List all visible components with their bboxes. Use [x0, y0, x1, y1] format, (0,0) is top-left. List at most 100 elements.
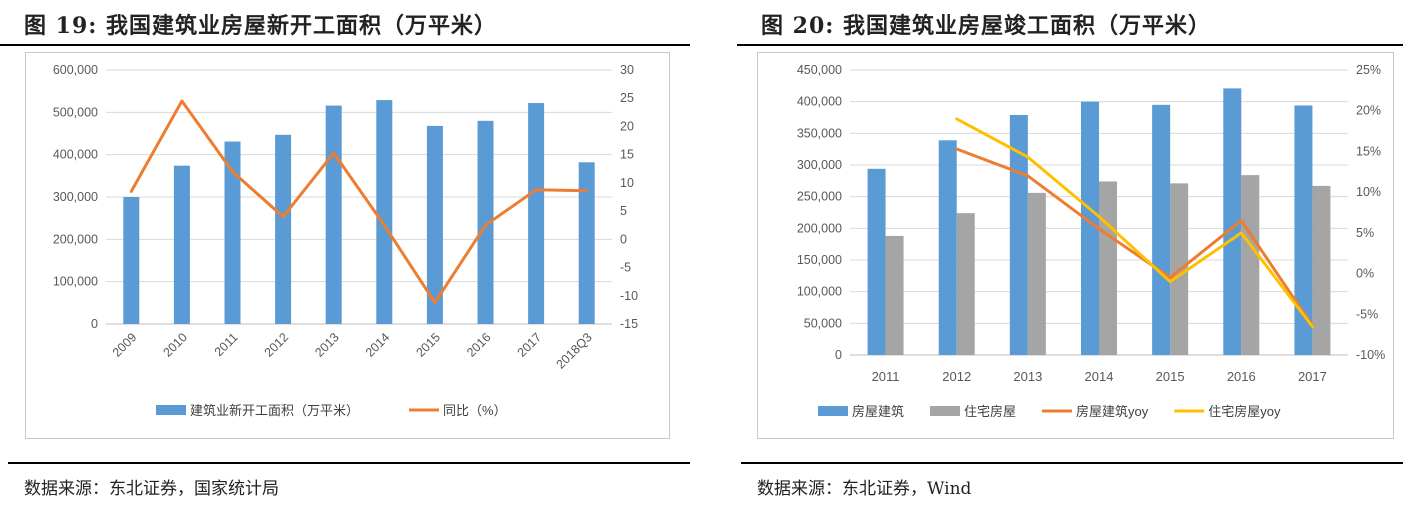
fig20-bar-primary [1294, 105, 1313, 355]
fig19-bar-primary [173, 165, 190, 324]
fig19-x-tick-label: 2016 [464, 330, 494, 360]
fig20-y-tick-label: 200,000 [797, 221, 842, 235]
fig20-bar-primary [1223, 88, 1242, 355]
fig19-legend-label: 建筑业新开工面积（万平米） [190, 403, 359, 418]
fig19-y2-tick-label: 10 [620, 176, 634, 190]
fig20-y-tick-label: 350,000 [797, 126, 842, 140]
fig19-bar-primary [578, 162, 595, 324]
fig20-y2-tick-label: 25% [1356, 63, 1381, 77]
fig19-legend-swatch [156, 405, 186, 415]
fig20-line-series-2 [955, 117, 1314, 328]
fig19-bar-primary [426, 125, 443, 324]
fig20-y-tick-label: 300,000 [797, 158, 842, 172]
fig19-x-tick-label: 2009 [110, 330, 140, 360]
fig20-x-tick-label: 2015 [1156, 369, 1185, 384]
fig20-x-tick-label: 2016 [1227, 369, 1256, 384]
fig19-bar-primary [224, 141, 241, 324]
figure-20-chart: 450,000 400,000 350,000 300,000 250,000 200,0… [757, 52, 1394, 439]
fig19-bar-primary [477, 120, 494, 324]
fig20-bar-secondary [1241, 175, 1260, 355]
fig19-bar-primary [376, 100, 393, 324]
fig20-y2-tick-label: 20% [1356, 104, 1381, 118]
fig20-y-tick-label: 0 [835, 348, 842, 362]
fig19-bar-primary [528, 103, 545, 324]
fig19-y2-tick-label: -15 [620, 317, 638, 331]
fig19-y-tick-label: 500,000 [53, 105, 98, 119]
fig20-y2-tick-label: 5% [1356, 226, 1374, 240]
fig19-x-tick-label: 2014 [363, 330, 393, 360]
fig20-y2-tick-label: 10% [1356, 185, 1381, 199]
fig19-bar-primary [123, 197, 140, 324]
figure-19-panel: 图 19: 我国建筑业房屋新开工面积（万平米） 600,000 500,000 40… [0, 0, 690, 506]
fig19-y-tick-label: 600,000 [53, 63, 98, 77]
fig20-bar-primary [1081, 101, 1099, 355]
fig19-x-tick-label: 2015 [413, 330, 443, 360]
figure-19-chart-svg: 600,000 500,000 400,000 300,000 200,000 100,0… [53, 63, 638, 418]
fig20-bar-secondary [1099, 181, 1117, 355]
fig20-legend-label: 住宅房屋 [964, 404, 1016, 419]
fig19-y-tick-label: 300,000 [53, 190, 98, 204]
fig20-bar-primary [938, 140, 957, 355]
fig20-bar-primary [1152, 104, 1171, 355]
fig20-legend-label: 房屋建筑 [852, 404, 904, 419]
fig19-x-tick-label: 2013 [312, 330, 342, 360]
fig20-y2-tick-label: 15% [1356, 144, 1381, 158]
fig20-x-tick-label: 2013 [1013, 369, 1042, 384]
fig19-x-tick-label: 2018Q3 [553, 330, 594, 371]
figure-20-source: 数据来源：东北证券，Wind [757, 479, 972, 499]
fig20-y-tick-label: 50,000 [804, 316, 842, 330]
fig19-y-tick-label: 0 [91, 317, 98, 331]
figure-19-chart: 600,000 500,000 400,000 300,000 200,000 100,0… [25, 52, 670, 439]
figure-20-source-rule [741, 462, 1403, 464]
fig19-x-tick-label: 2012 [262, 330, 292, 360]
fig20-y2-tick-label: -10% [1356, 348, 1385, 362]
figure-19-source: 数据来源：东北证券，国家统计局 [24, 479, 279, 499]
figure-20-chart-svg: 450,000 400,000 350,000 300,000 250,000 200,0… [797, 63, 1385, 419]
fig19-y2-tick-label: 25 [620, 91, 634, 105]
fig19-bar-primary [275, 134, 292, 324]
fig19-y2-tick-label: 0 [620, 232, 627, 246]
fig19-x-tick-label: 2010 [160, 330, 190, 360]
fig19-y2-tick-label: 5 [620, 204, 627, 218]
figure-19-title: 图 19: 我国建筑业房屋新开工面积（万平米） [24, 13, 498, 39]
figure-20-panel: 图 20: 我国建筑业房屋竣工面积（万平米） 450,000 400,000 350… [737, 0, 1407, 506]
fig20-legend-label: 房屋建筑yoy [1076, 404, 1149, 419]
fig20-x-tick-label: 2011 [872, 369, 900, 384]
fig19-y-tick-label: 100,000 [53, 275, 98, 289]
figure-19-source-rule [8, 462, 690, 464]
fig19-line-series-1 [129, 99, 589, 305]
fig19-y-tick-label: 200,000 [53, 232, 98, 246]
figure-20-title-rule [737, 44, 1403, 46]
fig20-bar-secondary [1027, 192, 1046, 355]
fig19-y2-tick-label: 30 [620, 63, 634, 77]
fig19-x-tick-label: 2017 [515, 330, 545, 360]
fig20-legend-swatch [930, 406, 961, 416]
fig20-x-tick-label: 2014 [1085, 369, 1114, 384]
fig19-y2-tick-label: 20 [620, 119, 634, 133]
fig20-y-tick-label: 150,000 [797, 253, 842, 267]
fig20-bar-secondary [1312, 185, 1331, 355]
fig20-y2-tick-label: -5% [1356, 307, 1378, 321]
fig20-line-series-1 [955, 147, 1314, 328]
fig19-y2-tick-label: -5 [620, 261, 631, 275]
fig19-bar-primary [325, 105, 342, 324]
fig19-y2-tick-label: -10 [620, 289, 638, 303]
fig19-x-tick-label: 2011 [212, 330, 241, 359]
fig20-bar-secondary [885, 235, 904, 355]
fig20-legend-label: 住宅房屋yoy [1208, 404, 1281, 419]
fig20-bar-primary [867, 168, 886, 355]
fig19-legend-label: 同比（%） [443, 403, 507, 418]
fig20-y-tick-label: 250,000 [797, 190, 842, 204]
fig20-legend-swatch [818, 406, 848, 416]
fig19-y-tick-label: 400,000 [53, 148, 98, 162]
fig20-x-tick-label: 2017 [1298, 369, 1327, 384]
fig20-bar-secondary [956, 213, 975, 355]
fig20-x-tick-label: 2012 [942, 369, 971, 384]
fig20-y-tick-label: 400,000 [797, 95, 842, 109]
fig20-y2-tick-label: 0% [1356, 267, 1374, 281]
fig20-y-tick-label: 450,000 [797, 63, 842, 77]
fig20-y-tick-label: 100,000 [797, 285, 842, 299]
figure-19-title-rule [0, 44, 690, 46]
figure-20-title: 图 20: 我国建筑业房屋竣工面积（万平米） [761, 13, 1212, 39]
fig19-y2-tick-label: 15 [620, 148, 634, 162]
